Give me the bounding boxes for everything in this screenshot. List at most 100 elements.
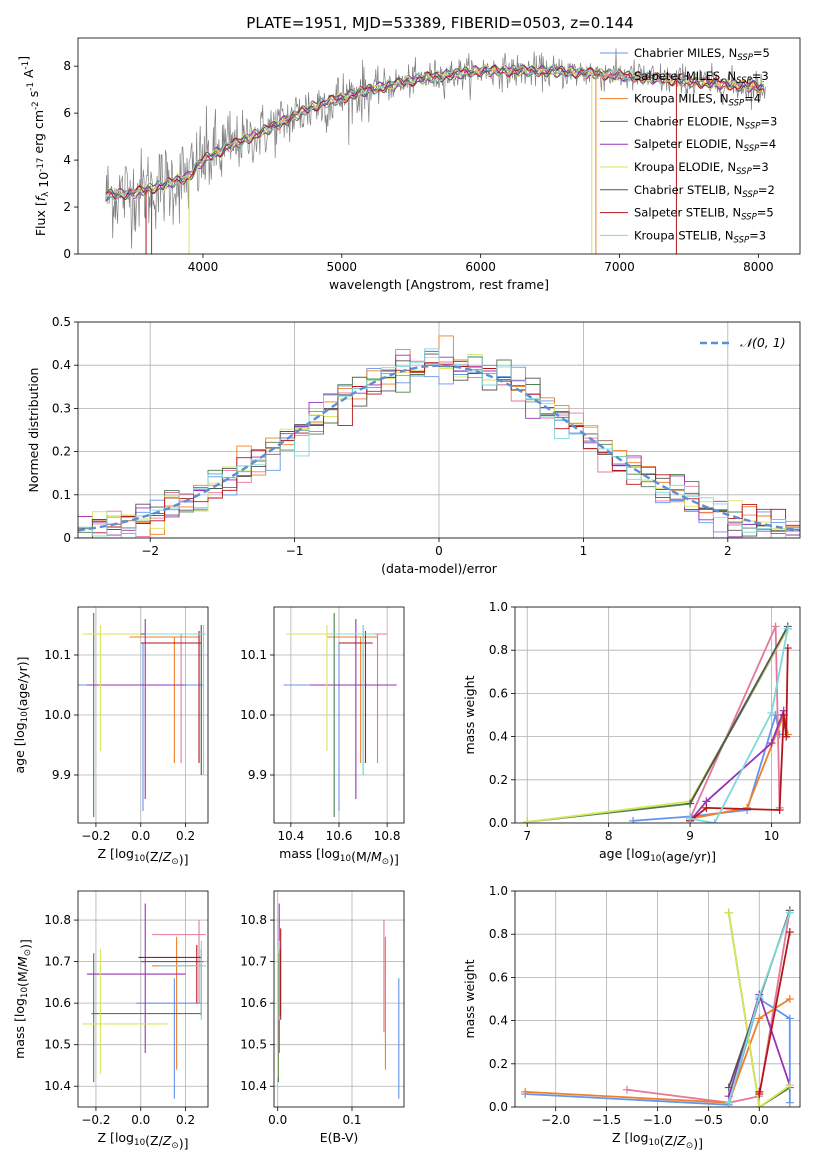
histogram-series	[78, 366, 800, 538]
x-tick-label: 0.0	[131, 1113, 150, 1127]
x-tick-label: 0.0	[268, 1113, 287, 1127]
weight-point-marker	[686, 799, 695, 808]
y-tick-label: 10.0	[44, 708, 71, 722]
legend-label: Salpeter ELODIE, NSSP=4	[634, 137, 776, 154]
weight-point-marker	[785, 908, 794, 917]
y-tick-label: 10.5	[240, 1038, 267, 1052]
x-tick-label: 7	[523, 829, 531, 843]
weight-point-marker	[755, 992, 764, 1001]
weight-point-marker	[755, 1090, 764, 1099]
weight-series-line	[727, 912, 791, 1107]
plot-area-mass_vs_ebv	[274, 891, 404, 1107]
x-tick-label: 10.6	[326, 829, 353, 843]
weight-point-marker	[523, 817, 532, 823]
y-axis-label: mass [log10(M/M⊙)]	[12, 939, 33, 1059]
chart-weight_vs_Z: −2.0 −1.5 −1.0 −0.5 0.0 0.0 0.2 0.4 0.6 0.8 1.0 Z […	[462, 884, 801, 1151]
y-axis-label: age [log10(age/yr)]	[12, 656, 30, 773]
plot-area-residuals	[78, 322, 800, 538]
weight-point-marker	[622, 1085, 631, 1094]
x-axis-label: age [log10(age/yr)]	[599, 846, 716, 864]
axes-frame	[273, 606, 405, 824]
y-tick-label: 0.4	[489, 730, 508, 744]
y-axis-label: mass weight	[462, 959, 477, 1038]
weight-point-marker	[785, 1081, 794, 1090]
model-spectrum-line	[105, 64, 764, 201]
axes-frame	[514, 606, 801, 824]
legend-label: Kroupa MILES, NSSP=4	[634, 92, 761, 109]
weight-point-marker	[629, 816, 638, 823]
chart-age_vs_mass: 10.4 10.6 10.8 9.9 10.0 10.1 mass [log10(M/M⊙)…	[240, 606, 405, 867]
y-tick-label: 0.8	[489, 927, 508, 941]
weight-point-marker	[771, 622, 780, 631]
chart-residuals: −2 −1 0 1 2 0 0.1 0.2 0.3 0.4 0.5 (data-model)/erro…	[26, 315, 801, 576]
y-tick-label: 10.7	[44, 955, 71, 969]
weight-series-line	[527, 628, 789, 823]
legend-label: 𝒩(0, 1)	[740, 335, 786, 350]
x-tick-label: 10.8	[374, 829, 401, 843]
x-tick-label: −1.0	[643, 1113, 672, 1127]
weight-point-marker	[767, 708, 776, 717]
x-tick-label: 4000	[188, 260, 219, 274]
weight-point-marker	[783, 624, 792, 633]
x-tick-label: 0.1	[342, 1113, 361, 1127]
y-tick-label: 10.5	[44, 1038, 71, 1052]
x-axis-label: mass [log10(M/M⊙)]	[279, 846, 399, 867]
y-tick-label: 0.4	[52, 358, 71, 372]
weight-series-line	[527, 628, 789, 823]
x-tick-label: 8000	[743, 260, 774, 274]
x-axis-label: Z [log10(Z/Z⊙)]	[612, 1130, 703, 1151]
weight-point-marker	[710, 819, 719, 823]
model-spectrum-line	[105, 64, 690, 201]
weight-series-line	[626, 910, 791, 1104]
model-spectrum-line	[105, 64, 765, 200]
weight-series-line	[689, 647, 789, 822]
x-tick-label: 9	[686, 829, 694, 843]
weight-point-marker	[521, 1087, 530, 1096]
y-tick-label: 0.4	[489, 1014, 508, 1028]
data-spectrum-line	[105, 48, 766, 249]
model-spectrum-line	[105, 64, 765, 202]
y-axis-label: mass weight	[462, 675, 477, 754]
model-spectrum-line	[105, 64, 765, 200]
y-tick-label: 10.8	[240, 913, 267, 927]
legend-label: Chabrier MILES, NSSP=5	[634, 46, 770, 63]
y-tick-label: 0.8	[489, 643, 508, 657]
legend-label: Salpeter STELIB, NSSP=5	[634, 206, 774, 223]
legend-label: Kroupa ELODIE, NSSP=3	[634, 160, 769, 177]
x-tick-label: −0.2	[81, 829, 110, 843]
y-tick-label: 10.8	[44, 913, 71, 927]
x-tick-label: −1.5	[592, 1113, 621, 1127]
weight-point-marker	[686, 814, 695, 823]
weight-point-marker	[785, 1098, 794, 1107]
x-tick-label: 10.4	[277, 829, 304, 843]
y-tick-label: 0.2	[489, 1057, 508, 1071]
y-tick-label: 10.1	[44, 648, 71, 662]
plot-area-spectrum	[105, 48, 766, 254]
y-tick-label: 8	[63, 59, 71, 73]
y-axis-label: Normed distribution	[26, 368, 41, 493]
y-tick-label: 0.6	[489, 970, 508, 984]
x-tick-label: 10	[764, 829, 779, 843]
y-tick-label: 0.3	[52, 401, 71, 415]
x-tick-label: −1	[286, 544, 304, 558]
x-tick-label: −2.0	[541, 1113, 570, 1127]
plot-area-age_vs_Z	[78, 607, 208, 823]
model-spectrum-line	[105, 64, 765, 200]
weight-point-marker	[782, 732, 791, 741]
legend-label: Chabrier ELODIE, NSSP=3	[634, 114, 777, 131]
weight-point-marker	[743, 803, 752, 812]
x-axis-label: E(B-V)	[320, 1130, 359, 1145]
weight-point-marker	[767, 739, 776, 748]
y-tick-label: 10.7	[240, 955, 267, 969]
y-tick-label: 0.1	[52, 488, 71, 502]
y-tick-label: 0.2	[52, 445, 71, 459]
y-tick-label: 1.0	[489, 884, 508, 898]
x-axis-label: Z [log10(Z/Z⊙)]	[98, 1130, 189, 1151]
axes-frame	[273, 890, 405, 1108]
weight-point-marker	[724, 1098, 733, 1107]
x-axis-label: Z [log10(Z/Z⊙)]	[98, 846, 189, 867]
x-tick-label: −2	[141, 544, 159, 558]
weight-series-line	[689, 710, 785, 822]
y-tick-label: 2	[63, 200, 71, 214]
y-tick-label: 0.0	[489, 816, 508, 830]
